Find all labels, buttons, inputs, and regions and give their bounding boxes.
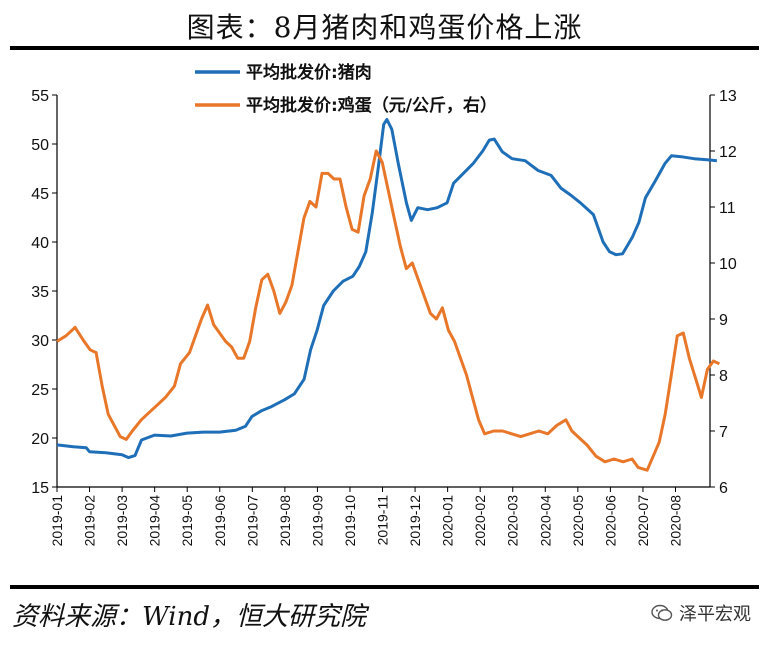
x-tick-label: 2019-06: [212, 495, 228, 547]
x-tick-label: 2019-02: [82, 495, 98, 547]
left-tick-label: 35: [31, 284, 49, 301]
x-tick-label: 2020-02: [472, 495, 488, 547]
chart-axes: 15 20 25 30 35 40 45 50 55 6 7 8 9 10 11 12 13 2019-01 201…: [31, 88, 737, 546]
x-tick-label: 2019-12: [407, 495, 423, 547]
right-tick-label: 6: [719, 480, 728, 497]
x-tick-label: 2019-09: [309, 495, 325, 547]
left-tick-label: 45: [31, 186, 49, 203]
legend-label: 平均批发价:猪肉: [246, 62, 372, 83]
line-chart: 15 20 25 30 35 40 45 50 55 6 7 8 9 10 11 12 13 2019-01 201…: [31, 62, 737, 546]
title-rule: [10, 46, 759, 50]
left-tick-label: 20: [31, 431, 49, 448]
wechat-icon: [651, 604, 673, 621]
x-tick-label: 2019-01: [49, 495, 65, 547]
left-tick-label: 40: [31, 235, 49, 252]
left-tick-label: 30: [31, 333, 49, 350]
x-tick-label: 2019-10: [342, 495, 358, 547]
x-tick-label: 2020-04: [537, 495, 553, 547]
right-tick-label: 10: [719, 256, 737, 273]
series-layer: [56, 118, 721, 472]
x-tick-label: 2020-05: [570, 495, 586, 547]
chart-title: 图表：8月猪肉和鸡蛋价格上涨: [186, 11, 583, 44]
x-tick-label: 2020-07: [635, 495, 651, 547]
right-tick-label: 8: [719, 368, 728, 385]
right-tick-label: 9: [719, 312, 728, 329]
watermark-label: 泽平宏观: [679, 604, 751, 625]
x-tick-label: 2019-08: [277, 495, 293, 547]
left-tick-label: 50: [31, 137, 49, 154]
pork-price-line: [56, 118, 718, 460]
right-tick-label: 13: [719, 88, 737, 105]
right-tick-label: 11: [719, 200, 736, 217]
left-tick-label: 25: [31, 382, 49, 399]
x-tick-label: 2019-03: [114, 495, 130, 547]
left-tick-label: 15: [31, 480, 49, 497]
watermark: 泽平宏观: [651, 600, 751, 626]
x-tick-label: 2020-01: [440, 495, 456, 547]
x-tick-label: 2019-07: [244, 495, 260, 547]
egg-price-line: [56, 149, 721, 472]
legend-label: 平均批发价:鸡蛋（元/公斤，右）: [246, 95, 497, 116]
right-tick-label: 12: [719, 144, 737, 161]
x-tick-label: 2019-11: [375, 495, 391, 546]
left-tick-label: 55: [31, 88, 49, 105]
x-tick-label: 2020-08: [667, 495, 683, 547]
right-tick-label: 7: [719, 424, 728, 441]
source-note: 资料来源：Wind，恒大研究院: [12, 602, 366, 632]
x-tick-label: 2020-06: [602, 495, 618, 547]
footer-rule: [10, 585, 759, 589]
x-tick-label: 2020-03: [505, 495, 521, 547]
x-tick-label: 2019-05: [179, 495, 195, 547]
x-tick-label: 2019-04: [147, 495, 163, 547]
